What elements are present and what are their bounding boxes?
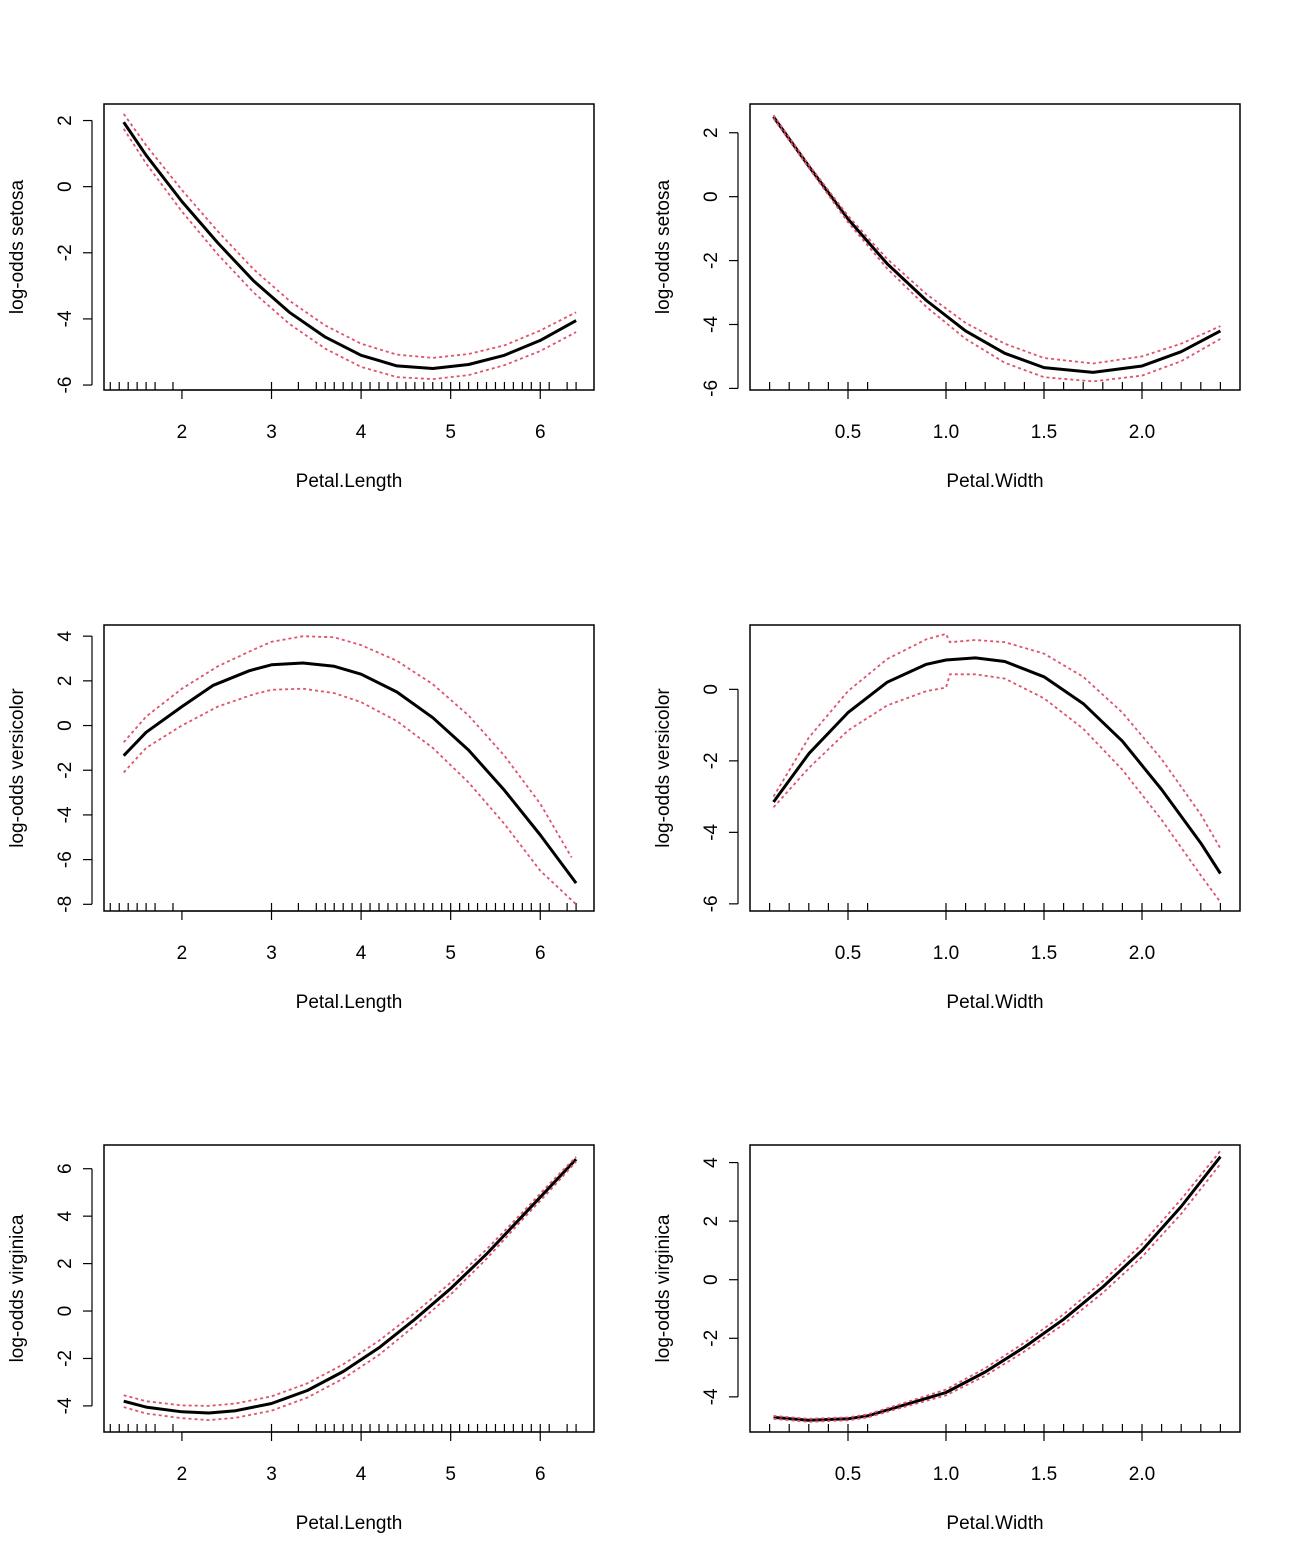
y-axis-title: log-odds setosa: [653, 180, 674, 315]
y-tick-label: 0: [55, 1306, 76, 1317]
y-tick-label: 4: [55, 1210, 76, 1221]
plot-frame: [749, 624, 1241, 912]
x-axis-title: Petal.Width: [946, 1513, 1043, 1534]
y-tick-label: 0: [701, 684, 722, 695]
y-tick-label: -4: [701, 823, 722, 840]
x-tick-label: 0.5: [835, 1464, 861, 1485]
y-tick-label: 4: [55, 630, 76, 641]
y-tick-label: -2: [701, 252, 722, 269]
panel-4: 0.5 1.0 1.5 2.0 -6 -4 -2 0 Petal.Width log-odds v…: [653, 624, 1241, 1013]
y-tick-label: 2: [701, 127, 722, 138]
y-tick-label: 4: [701, 1157, 722, 1168]
y-tick-label: 0: [55, 181, 76, 192]
y-tick-label: 6: [55, 1163, 76, 1174]
x-tick-label: 2.0: [1129, 943, 1155, 964]
x-axis-title: Petal.Length: [296, 471, 403, 492]
band-upper-line: [122, 113, 577, 359]
x-axis-title: Petal.Width: [946, 471, 1043, 492]
y-tick-label: -2: [55, 244, 76, 261]
band-lower-line: [773, 1163, 1222, 1423]
x-tick-label: 6: [535, 943, 546, 964]
y-tick-label: -2: [55, 1350, 76, 1367]
x-tick-label: 6: [535, 1464, 546, 1485]
y-tick-label: 2: [55, 676, 76, 687]
x-tick-label: 1.5: [1031, 1464, 1057, 1485]
panel-6: 0.5 1.0 1.5 2.0 -4 -2 0 2 4 Petal.Width log-odds v…: [653, 1144, 1241, 1534]
x-axis-title: Petal.Length: [296, 1513, 403, 1534]
x-tick-label: 2: [177, 422, 188, 443]
panel-2: 0.5 1.0 1.5 2.0 -6 -4 -2 0 2 Petal.Width log-odds …: [653, 103, 1241, 492]
y-tick-label: -4: [55, 806, 76, 823]
fit-line: [772, 115, 1222, 374]
y-axis-title: log-odds setosa: [7, 180, 28, 315]
y-tick-label: 2: [55, 1258, 76, 1269]
plot-frame: [749, 1144, 1241, 1433]
x-tick-label: 1.0: [933, 943, 959, 964]
x-axis-title: Petal.Length: [296, 992, 403, 1013]
x-tick-label: 0.5: [835, 943, 861, 964]
y-axis-title: log-odds virginica: [653, 1214, 674, 1362]
y-tick-label: 0: [701, 1274, 722, 1285]
y-tick-label: -2: [701, 752, 722, 769]
y-tick-label: -4: [55, 1397, 76, 1414]
band-upper-line: [123, 1156, 577, 1407]
y-tick-label: -6: [55, 377, 76, 394]
y-axis-title: log-odds versicolor: [653, 688, 674, 848]
x-tick-label: 5: [445, 943, 456, 964]
band-upper-line: [773, 1150, 1222, 1420]
x-tick-label: 1.0: [933, 1464, 959, 1485]
x-tick-label: 5: [445, 1464, 456, 1485]
plot-frame: [103, 1144, 595, 1433]
y-tick-label: -4: [701, 316, 722, 333]
x-tick-label: 2: [177, 1464, 188, 1485]
panel-1: 2 3 4 5 6 -6 -4 -2 0 2 Petal.Length log-odds setosa: [7, 103, 595, 492]
band-lower-line: [123, 1160, 577, 1421]
fit-line: [122, 661, 578, 884]
x-tick-label: 4: [356, 943, 367, 964]
panel-3: 2 3 4 5 6 -8 -6 -4 -2 0 2 4 Petal.Length log-odds ver…: [7, 624, 595, 1013]
y-tick-label: -2: [55, 762, 76, 779]
y-tick-label: 0: [701, 191, 722, 202]
x-tick-label: 2.0: [1129, 422, 1155, 443]
fit-line: [123, 1158, 578, 1415]
panel-5: 2 3 4 5 6 -4 -2 0 2 4 6 Petal.Length log-odds virgin…: [7, 1144, 595, 1534]
fit-line: [122, 121, 577, 370]
fit-line: [772, 656, 1222, 875]
y-tick-label: -8: [55, 896, 76, 913]
x-tick-label: 3: [266, 943, 277, 964]
band-lower-line: [772, 673, 1222, 903]
y-axis-title: log-odds virginica: [7, 1214, 28, 1362]
y-tick-label: -4: [701, 1388, 722, 1405]
x-tick-label: 5: [445, 422, 456, 443]
x-tick-label: 6: [535, 422, 546, 443]
y-tick-label: 2: [701, 1216, 722, 1227]
band-lower-line: [123, 687, 577, 905]
band-lower-line: [122, 128, 577, 381]
x-axis-title: Petal.Width: [946, 992, 1043, 1013]
y-tick-label: -6: [55, 851, 76, 868]
x-tick-label: 1.5: [1031, 422, 1057, 443]
x-tick-label: 2.0: [1129, 1464, 1155, 1485]
y-tick-label: -6: [701, 380, 722, 397]
band-upper-line: [772, 633, 1222, 849]
y-tick-label: -6: [701, 895, 722, 912]
x-tick-label: 4: [356, 422, 367, 443]
y-tick-label: 0: [55, 720, 76, 731]
x-tick-label: 0.5: [835, 422, 861, 443]
x-tick-label: 1.0: [933, 422, 959, 443]
band-lower-line: [772, 117, 1221, 383]
x-tick-label: 3: [266, 422, 277, 443]
band-upper-line: [772, 114, 1221, 365]
y-tick-label: 2: [55, 115, 76, 126]
plot-frame: [103, 624, 595, 912]
x-tick-label: 2: [177, 943, 188, 964]
y-tick-label: -2: [701, 1330, 722, 1347]
y-axis-title: log-odds versicolor: [7, 688, 28, 848]
fit-line: [773, 1155, 1222, 1422]
x-tick-label: 1.5: [1031, 943, 1057, 964]
y-tick-label: -4: [55, 310, 76, 327]
x-tick-label: 4: [356, 1464, 367, 1485]
x-tick-label: 3: [266, 1464, 277, 1485]
